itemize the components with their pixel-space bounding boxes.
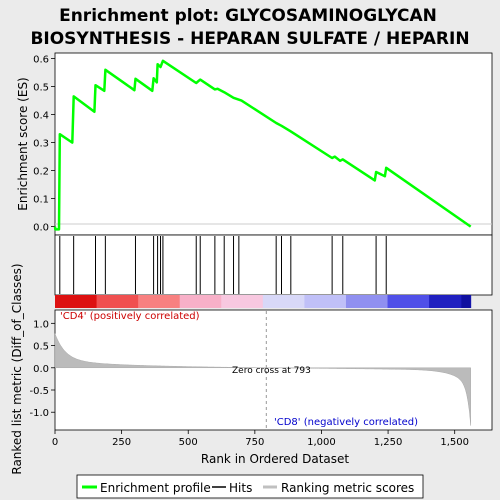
- rank-x-tick-label: 1,500: [440, 437, 469, 448]
- chart-title-line1: Enrichment plot: GLYCOSAMINOGLYCAN: [59, 6, 437, 26]
- legend-ranking-label: Ranking metric scores: [281, 481, 414, 495]
- heatbar-segment: [304, 295, 347, 308]
- heatbar-segment: [55, 295, 98, 308]
- legend-box: [76, 474, 424, 499]
- es-y-tick-label: 0.6: [33, 55, 49, 66]
- rank-y-ticks: 1.0 0.5 0.0 -0.5 -1.0: [29, 319, 55, 419]
- es-y-label: Enrichment score (ES): [16, 77, 30, 210]
- heatbar-segment: [387, 295, 430, 308]
- heatbar-segment: [96, 295, 139, 308]
- es-plot-area: [54, 52, 493, 236]
- legend-hits-label: Hits: [229, 481, 252, 495]
- legend: Enrichment profile Hits Ranking metric s…: [76, 474, 424, 499]
- hits-plot-area: [54, 234, 493, 296]
- heatbar-segment: [429, 295, 472, 308]
- rank-y-tick-label: -0.5: [29, 386, 49, 397]
- legend-enrichment-label: Enrichment profile: [100, 481, 211, 495]
- rank-x-label: Rank in Ordered Dataset: [201, 452, 349, 466]
- pos-class-label: 'CD4' (positively correlated): [60, 311, 200, 322]
- hits-panel: [54, 234, 493, 308]
- ranking-heatbar: [55, 295, 472, 308]
- rank-y-label: Ranked list metric (Diff_of_Classes): [10, 263, 24, 474]
- rank-y-tick-label: 0.5: [33, 342, 49, 353]
- es-y-tick-label: 0.1: [33, 195, 49, 206]
- heatbar-segment: [345, 295, 389, 308]
- rank-y-tick-label: 1.0: [33, 319, 49, 330]
- es-enrichment-line: [53, 59, 472, 231]
- es-y-ticks: 0.0 0.1 0.2 0.3 0.4 0.5 0.6: [33, 55, 55, 234]
- neg-class-label: 'CD8' (negatively correlated): [274, 417, 418, 428]
- rank-y-tick-label: -1.0: [29, 408, 49, 419]
- chart-title-line2: BIOSYNTHESIS - HEPARAN SULFATE / HEPARIN: [30, 29, 469, 49]
- rank-x-tick-label: 250: [112, 437, 131, 448]
- rank-x-tick-label: 0: [52, 437, 58, 448]
- heatbar-segment: [179, 295, 222, 308]
- es-y-tick-label: 0.0: [33, 223, 49, 234]
- es-y-tick-label: 0.3: [33, 139, 49, 150]
- es-y-tick-label: 0.4: [33, 111, 49, 122]
- heatbar-segment: [262, 295, 305, 308]
- es-y-tick-label: 0.5: [33, 83, 49, 94]
- rank-y-tick-label: 0.0: [33, 364, 49, 375]
- heatbar-end-segment: [461, 295, 471, 308]
- zero-cross-label: Zero cross at 793: [232, 366, 311, 376]
- ranking-metric-area: [54, 333, 471, 426]
- hit-lines: [59, 236, 387, 294]
- es-panel: 0.0 0.1 0.2 0.3 0.4 0.5 0.6 Enrichment score (…: [16, 52, 493, 236]
- heatbar-segment: [221, 295, 264, 308]
- es-y-tick-label: 0.2: [33, 167, 49, 178]
- rank-x-tick-label: 1,250: [374, 437, 403, 448]
- rank-x-tick-label: 750: [245, 437, 264, 448]
- heatbar-segment: [138, 295, 181, 308]
- rank-x-ticks: 0 250 500 750 1,000 1,250 1,500: [52, 430, 469, 448]
- rank-panel: 'CD4' (positively correlated) 'CD8' (neg…: [10, 263, 493, 475]
- rank-x-tick-label: 1,000: [307, 437, 336, 448]
- rank-x-tick-label: 500: [179, 437, 198, 448]
